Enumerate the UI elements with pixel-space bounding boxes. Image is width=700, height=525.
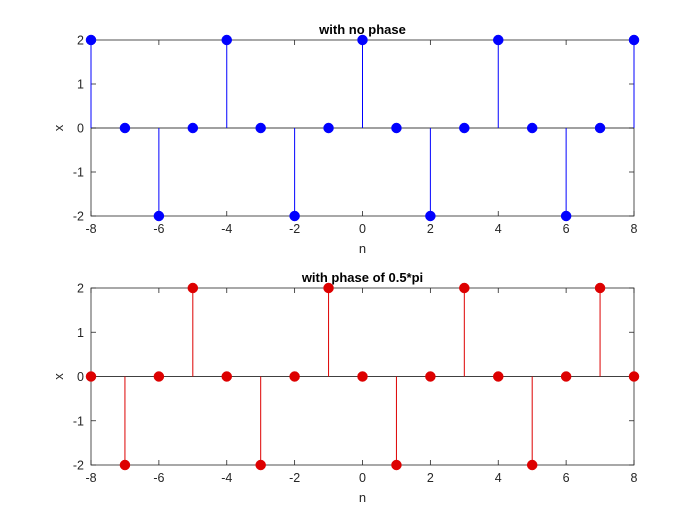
chart-1-title: with phase of 0.5*pi [301, 270, 423, 285]
chart-1-stem-marker [85, 371, 97, 382]
chart-1-stem-marker [255, 459, 266, 471]
chart-0-stem-marker [323, 122, 334, 134]
chart-0-xtick-label: 0 [359, 222, 366, 236]
chart-1-stem-marker [187, 282, 199, 294]
chart-1-xtick-label: 8 [631, 471, 638, 485]
chart-1-ytick-label: 1 [77, 326, 84, 340]
chart-0-xtick-label: -6 [153, 222, 164, 236]
chart-1-stem-marker [560, 371, 572, 382]
chart-1-xtick-label: 6 [563, 471, 570, 485]
chart-1-ytick-label: -1 [73, 414, 84, 428]
chart-0-stem-marker [459, 122, 470, 134]
chart-0-stem-marker [85, 34, 97, 46]
chart-0-stem-marker [594, 122, 606, 134]
chart-0-stem-marker [425, 210, 436, 222]
chart-0-xlabel: n [359, 241, 366, 256]
chart-0-xtick-label: -8 [85, 222, 96, 236]
chart-1-xtick-label: 0 [359, 471, 366, 485]
chart-1-stem-marker [526, 459, 538, 471]
chart-1-stem-marker [357, 371, 368, 382]
chart-1-ytick-label: 2 [77, 282, 84, 296]
chart-1-stem-marker [153, 371, 165, 382]
chart-0-stem-marker [153, 210, 165, 222]
chart-0-ytick-label: 0 [77, 122, 84, 136]
chart-0-ytick-label: -1 [73, 166, 84, 180]
bottom-subplot: -8 -6 -4 -2 0 2 4 6 8 -2 -1 0 1 2 with phase of 0.5*pi… [51, 270, 640, 505]
chart-1-ylabel: x [51, 373, 66, 380]
chart-0-ylabel: x [51, 124, 66, 131]
chart-0-stem-marker [289, 210, 300, 222]
chart-0-stem-marker [187, 122, 199, 134]
chart-1-stem-marker [323, 282, 334, 294]
chart-1-stem-marker [594, 282, 606, 294]
chart-1-stem-marker [119, 459, 131, 471]
chart-0-stem-marker [391, 122, 402, 134]
chart-1-xtick-label: -2 [289, 471, 300, 485]
chart-0-xtick-label: 4 [495, 222, 502, 236]
chart-0-xtick-label: -4 [221, 222, 232, 236]
chart-0-stem-marker [119, 122, 131, 134]
chart-1-ytick-label: -2 [73, 459, 84, 473]
chart-0-xtick-label: 2 [427, 222, 434, 236]
chart-0-stem-marker [628, 34, 640, 46]
chart-0-stem-marker [221, 34, 232, 46]
chart-1-xtick-label: -6 [153, 471, 164, 485]
chart-0-title: with no phase [318, 22, 406, 37]
chart-1-stem-marker [459, 282, 470, 294]
chart-1-stem-marker [628, 371, 640, 382]
chart-0-xtick-label: 6 [563, 222, 570, 236]
chart-1-stem-marker [221, 371, 232, 382]
chart-0-stem-marker [560, 210, 572, 222]
chart-1-stem-marker [289, 371, 300, 382]
chart-0-stem-marker [255, 122, 266, 134]
chart-0-ytick-label: 2 [77, 34, 84, 48]
chart-0-stem-marker [526, 122, 538, 134]
chart-1-stem-marker [425, 371, 436, 382]
chart-1-xtick-label: -4 [221, 471, 232, 485]
chart-1-xtick-label: 2 [427, 471, 434, 485]
top-subplot: -8 -6 -4 -2 0 2 4 6 8 -2 -1 0 1 2 with no phase n x [51, 22, 640, 256]
chart-1-ytick-label: 0 [77, 370, 84, 384]
chart-0-xtick-label: -2 [289, 222, 300, 236]
chart-1-stem-marker [493, 371, 504, 382]
chart-0-stem-marker [493, 34, 504, 46]
chart-0-ytick-label: 1 [77, 78, 84, 92]
chart-1-stem-marker [391, 459, 402, 471]
chart-1-xtick-label: 4 [495, 471, 502, 485]
chart-0-xtick-label: 8 [631, 222, 638, 236]
chart-0-stem-marker [357, 34, 368, 46]
chart-1-xtick-label: -8 [85, 471, 96, 485]
chart-1-xlabel: n [359, 490, 366, 505]
chart-0-ytick-label: -2 [73, 210, 84, 224]
